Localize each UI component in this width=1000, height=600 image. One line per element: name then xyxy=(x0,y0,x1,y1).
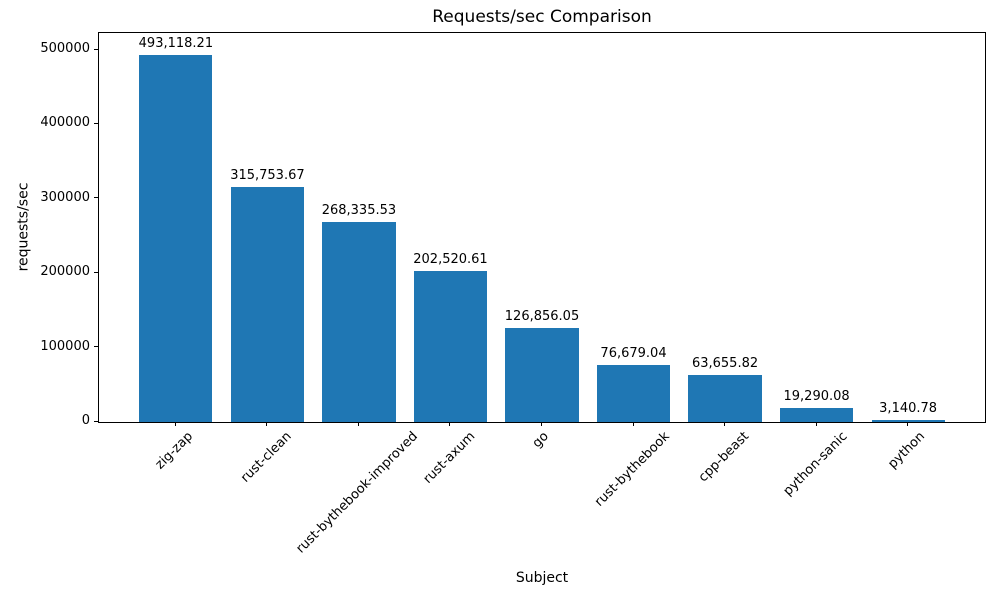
y-tick-mark xyxy=(94,346,98,348)
y-tick-label: 200000 xyxy=(40,264,90,280)
bar-value-label: 76,679.04 xyxy=(600,345,667,361)
bar-value-label: 202,520.61 xyxy=(413,252,488,268)
x-tick-label: go xyxy=(529,429,552,452)
x-tick-mark xyxy=(907,422,909,426)
bar-value-label: 493,118.21 xyxy=(138,36,214,52)
x-axis-label: Subject xyxy=(515,570,569,586)
x-tick-mark xyxy=(174,422,176,426)
x-tick-mark xyxy=(449,422,451,426)
bar xyxy=(230,187,305,422)
x-tick-label: rust-axum xyxy=(420,429,479,487)
y-tick-label: 0 xyxy=(81,413,90,428)
x-tick-mark xyxy=(724,422,726,426)
x-tick-label: rust-bythebook xyxy=(591,429,673,510)
bar xyxy=(322,222,396,422)
plot-area: 493,118.21 315,753.67 268,335.53 202,520.61… xyxy=(98,32,986,423)
y-tick-mark xyxy=(94,122,98,124)
bar xyxy=(688,374,762,422)
bar-value-label: 268,335.53 xyxy=(321,203,397,219)
bar xyxy=(139,55,213,422)
bar xyxy=(413,271,488,422)
y-tick-label: 400000 xyxy=(40,115,90,131)
bar-value-label: 19,290.08 xyxy=(783,388,850,404)
bar-value-label: 315,753.67 xyxy=(230,168,305,184)
x-tick-mark xyxy=(632,422,634,426)
x-tick-label: rust-clean xyxy=(237,429,295,486)
y-tick-label: 300000 xyxy=(40,189,90,205)
bar xyxy=(505,327,579,422)
bar-value-label: 126,856.05 xyxy=(504,308,580,324)
y-tick-mark xyxy=(94,271,98,273)
x-tick-mark xyxy=(815,422,817,426)
x-tick-mark xyxy=(357,422,359,426)
bar-value-label: 63,655.82 xyxy=(691,355,759,371)
x-tick-label: cpp-beast xyxy=(695,429,752,486)
x-tick-label: python-sanic xyxy=(780,429,851,499)
y-tick-mark xyxy=(94,48,98,50)
bar xyxy=(779,407,854,422)
x-tick-label: rust-bythebook-improved xyxy=(293,429,422,557)
x-tick-mark xyxy=(541,422,542,426)
y-tick-mark xyxy=(94,420,98,422)
y-tick-mark xyxy=(94,197,98,199)
x-tick-label: zig-zap xyxy=(152,429,197,473)
x-tick-label: python xyxy=(885,429,928,472)
y-tick-label: 100000 xyxy=(40,338,90,354)
y-tick-label: 500000 xyxy=(40,41,90,56)
bar-value-label: 3,140.78 xyxy=(879,400,938,416)
bar xyxy=(871,419,945,422)
x-tick-mark xyxy=(266,422,268,426)
bar xyxy=(596,364,671,422)
chart-title: Requests/sec Comparison xyxy=(432,7,652,27)
